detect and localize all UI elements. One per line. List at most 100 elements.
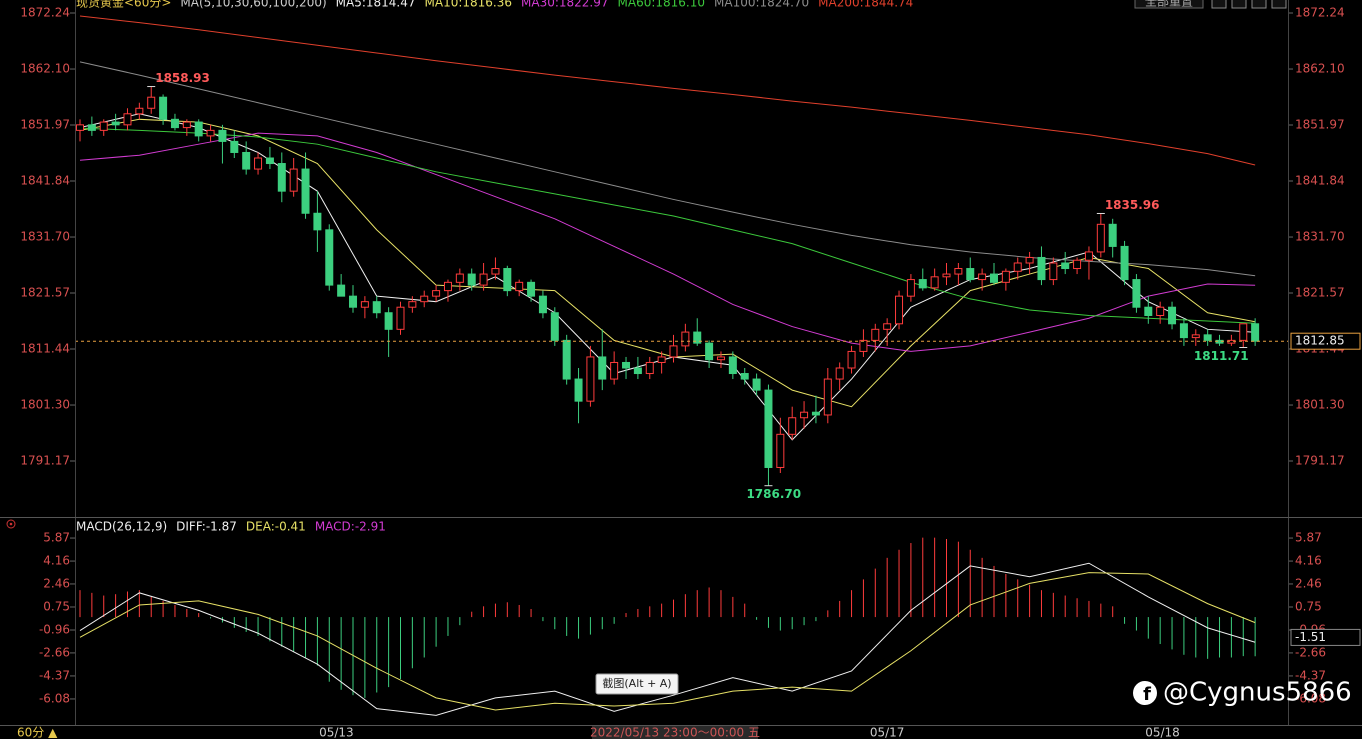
y-tick-label-right: 1851.97 [1295,118,1345,132]
candle-body [574,378,583,402]
candle-body [776,433,785,468]
y-tick-label-right: 1801.30 [1295,398,1345,412]
candle-body [1049,262,1058,281]
candle-body [693,331,702,344]
y-tick-label-right: 1791.17 [1295,454,1345,468]
y-tick-label: 1821.57 [20,286,70,300]
candle-body [194,121,203,137]
candle-body [527,281,536,297]
candle-body [752,378,761,391]
legend-entry: MA5:1814.47 [336,0,416,10]
y-tick-label-right: 2.46 [1295,576,1322,590]
candle-body [135,107,144,115]
legend-entry: DIFF:-1.87 [176,520,237,534]
x-tick-label: 05/17 [870,726,905,739]
candle-body [859,339,868,352]
candle-body [764,389,773,468]
pane-icon[interactable] [6,519,16,529]
candle-body [147,96,156,109]
legend-entry: MA100:1824.70 [714,0,809,10]
legend-entry: MA(5,10,30,60,100,200) [180,0,326,10]
toolbar-button[interactable] [1134,0,1204,9]
overlay: 截图(Alt + A) f @Cygnus5866 [595,673,1352,708]
candle-body [218,129,227,142]
y-tick-label-right: 1841.84 [1295,173,1345,187]
candle-body [420,295,429,303]
candle-body [503,268,512,292]
candle-body [408,301,417,308]
candle-body [455,273,464,283]
tooltip-box [595,673,679,695]
y-tick-label-right: 4.16 [1295,554,1322,568]
window-button[interactable] [1231,0,1247,9]
legend-entry: MACD(26,12,9) [76,520,167,534]
ma-line [79,132,1256,352]
candle-body [610,361,619,380]
candle-body [1120,245,1129,281]
candle-body [657,356,666,363]
macd-line [79,572,1256,711]
ma-line [79,15,1256,166]
candle-body [954,268,963,275]
y-tick-label: 0.75 [43,599,70,613]
macd-line [79,562,1256,716]
y-tick-label: 1831.70 [20,230,70,244]
candle-body [740,373,749,380]
candle-body [906,279,915,297]
y-tick-label-right: 1862.10 [1295,62,1345,76]
candle-body [182,121,191,129]
y-tick-label-right: 1831.70 [1295,230,1345,244]
window-button[interactable] [1271,0,1287,9]
extreme-label: 1858.93 [155,71,210,85]
ma-line [79,127,1256,324]
period-label[interactable]: 60分 ▲ [17,726,58,739]
candle-body [942,273,951,278]
x-tick-label: 05/18 [1145,726,1180,739]
y-tick-label: -4.37 [39,668,70,682]
y-tick-label: 1801.30 [20,398,70,412]
candle-body [989,273,998,283]
y-tick-label-right: -4.37 [1295,668,1326,682]
legend-entry: MA200:1844.74 [818,0,913,10]
y-tick-label: 1872.24 [20,5,70,19]
candle-body [1073,259,1082,270]
candle-body [372,301,381,314]
candle-body [479,273,488,286]
candle-body [835,367,844,380]
labels: 1872.24 1872.24 1862.10 1862.10 1851.97 1851.… [20,0,1361,739]
candle-body [515,281,524,292]
candle-body [1084,251,1093,261]
candle-body [242,151,251,170]
toolbar-label: 全部重置 [1145,0,1193,9]
y-tick-label: 1862.10 [20,62,70,76]
candle-body [170,118,179,129]
candle-body [895,295,904,325]
tooltip-text: 截图(Alt + A) [602,676,671,690]
legend-entry: MA10:1816.36 [425,0,513,10]
candle-body [1179,323,1188,339]
candle-body [1168,306,1177,325]
candle-body [966,268,975,281]
candle-body [883,323,892,330]
candle-body [1108,223,1117,247]
window-button[interactable] [1251,0,1267,9]
candle-body [978,273,987,281]
candle-body [1251,323,1260,342]
candle-body [1144,306,1153,316]
ma-line [79,61,1256,277]
candle-body [384,312,393,330]
facebook-icon [1133,681,1157,705]
extreme-label: 1835.96 [1105,198,1160,212]
y-tick-label: 1851.97 [20,118,70,132]
candle-body [645,361,654,375]
y-tick-label-right: 5.87 [1295,531,1322,545]
candle-body [1191,334,1200,339]
legend-entry: MA30:1822.97 [521,0,609,10]
legend-entry: MACD:-2.91 [315,520,386,534]
window-button[interactable] [1211,0,1227,9]
candle-body [230,140,239,153]
candle-body [918,279,927,289]
candle-body [254,157,263,170]
